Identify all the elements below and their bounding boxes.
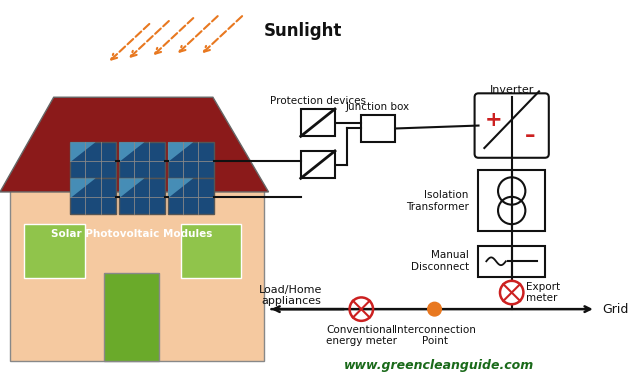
Text: Conventional
energy meter: Conventional energy meter bbox=[326, 325, 397, 346]
Text: –: – bbox=[525, 126, 536, 146]
FancyBboxPatch shape bbox=[71, 142, 116, 178]
FancyBboxPatch shape bbox=[301, 109, 335, 136]
Text: Manual
Disconnect: Manual Disconnect bbox=[411, 250, 469, 272]
Text: Isolation
Transformer: Isolation Transformer bbox=[406, 190, 469, 212]
FancyBboxPatch shape bbox=[362, 115, 396, 142]
FancyBboxPatch shape bbox=[119, 178, 165, 214]
FancyBboxPatch shape bbox=[474, 93, 549, 158]
Polygon shape bbox=[119, 178, 144, 198]
Polygon shape bbox=[0, 97, 268, 192]
FancyBboxPatch shape bbox=[71, 178, 116, 214]
Text: Grid: Grid bbox=[602, 302, 629, 316]
FancyBboxPatch shape bbox=[10, 185, 264, 361]
FancyBboxPatch shape bbox=[479, 171, 545, 231]
Polygon shape bbox=[168, 178, 193, 198]
Text: Sunlight: Sunlight bbox=[263, 22, 342, 40]
FancyBboxPatch shape bbox=[479, 245, 545, 277]
Text: Interconnection
Point: Interconnection Point bbox=[394, 325, 476, 346]
Text: Load/Home
appliances: Load/Home appliances bbox=[260, 285, 323, 306]
FancyBboxPatch shape bbox=[301, 151, 335, 178]
FancyBboxPatch shape bbox=[25, 224, 85, 278]
FancyBboxPatch shape bbox=[105, 273, 159, 361]
Polygon shape bbox=[71, 178, 96, 198]
Text: www.greencleanguide.com: www.greencleanguide.com bbox=[345, 359, 535, 372]
Text: +: + bbox=[484, 110, 502, 130]
Text: Protection devices: Protection devices bbox=[270, 96, 367, 106]
Polygon shape bbox=[119, 142, 144, 162]
FancyBboxPatch shape bbox=[181, 224, 241, 278]
Text: Inverter: Inverter bbox=[490, 84, 534, 95]
Text: Export
meter: Export meter bbox=[526, 282, 561, 303]
Polygon shape bbox=[71, 142, 96, 162]
FancyBboxPatch shape bbox=[119, 142, 165, 178]
Text: Solar Photovoltaic Modules: Solar Photovoltaic Modules bbox=[51, 229, 212, 239]
FancyBboxPatch shape bbox=[168, 178, 214, 214]
Text: Junction box: Junction box bbox=[346, 102, 410, 112]
FancyBboxPatch shape bbox=[168, 142, 214, 178]
Circle shape bbox=[428, 302, 442, 316]
Polygon shape bbox=[168, 142, 193, 162]
